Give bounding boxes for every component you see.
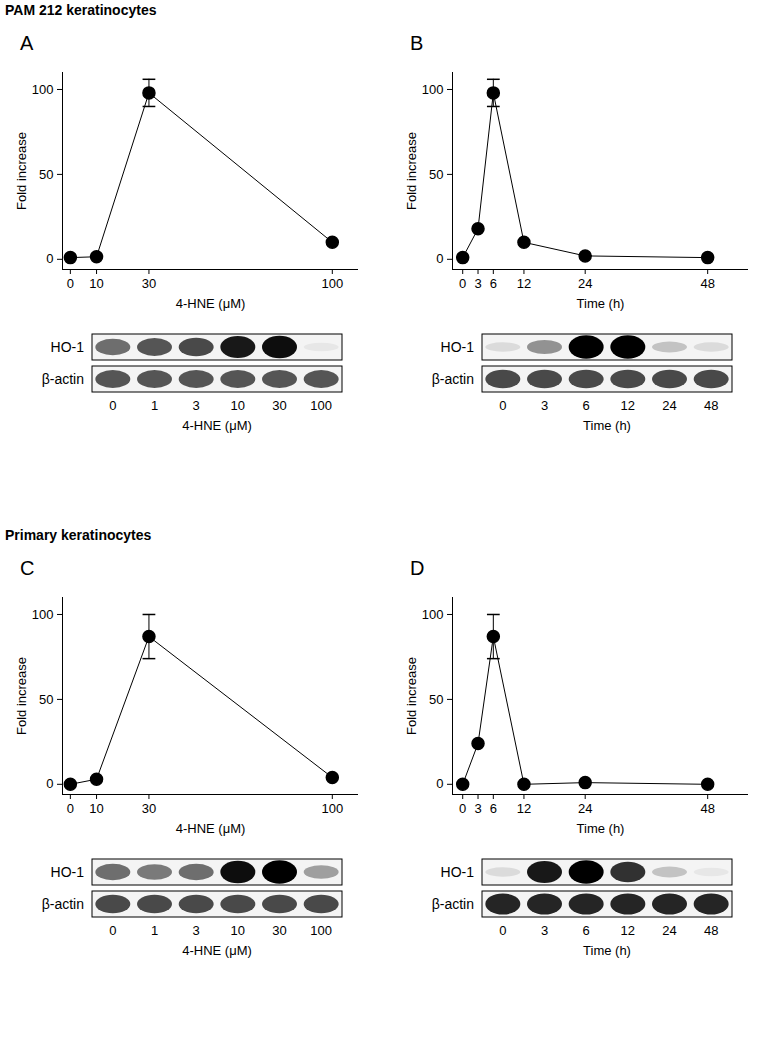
html-text:A: A [20,32,34,54]
svg-text:10: 10 [231,398,245,413]
svg-text:100: 100 [32,607,54,622]
svg-text:4-HNE (μM): 4-HNE (μM) [182,943,252,958]
svg-text:3: 3 [474,801,481,816]
html-text:D: D [410,557,425,579]
svg-text:0: 0 [436,776,443,791]
svg-text:30: 30 [272,923,286,938]
svg-text:4-HNE (μM): 4-HNE (μM) [182,418,252,433]
svg-text:0: 0 [436,251,443,266]
svg-text:12: 12 [517,276,531,291]
svg-text:3: 3 [193,923,200,938]
svg-text:100: 100 [321,801,343,816]
svg-text:HO-1: HO-1 [51,339,85,355]
html-text:PAM 212 keratinocytes: PAM 212 keratinocytes [5,2,157,18]
svg-text:10: 10 [89,801,103,816]
svg-text:3: 3 [474,276,481,291]
svg-text:1: 1 [151,923,158,938]
svg-text:24: 24 [662,923,676,938]
html-text:Primary keratinocytes: Primary keratinocytes [5,527,152,543]
svg-text:4-HNE (μM): 4-HNE (μM) [176,821,246,836]
svg-text:Fold increase: Fold increase [404,657,419,735]
svg-text:Fold increase: Fold increase [14,657,29,735]
svg-text:100: 100 [422,82,444,97]
svg-text:β-actin: β-actin [432,371,474,387]
svg-text:100: 100 [321,276,343,291]
svg-text:0: 0 [459,276,466,291]
svg-text:100: 100 [310,923,332,938]
svg-text:30: 30 [142,276,156,291]
svg-text:Time (h): Time (h) [583,943,631,958]
html-text:C: C [20,557,35,579]
svg-text:24: 24 [662,398,676,413]
svg-text:HO-1: HO-1 [441,864,475,880]
svg-text:12: 12 [517,801,531,816]
svg-text:Fold increase: Fold increase [14,132,29,210]
svg-text:3: 3 [541,923,548,938]
svg-text:0: 0 [46,776,53,791]
svg-text:0: 0 [109,398,116,413]
svg-text:0: 0 [109,923,116,938]
svg-text:10: 10 [89,276,103,291]
svg-text:0: 0 [499,398,506,413]
svg-text:HO-1: HO-1 [51,864,85,880]
svg-text:50: 50 [39,692,53,707]
svg-text:HO-1: HO-1 [441,339,475,355]
svg-text:100: 100 [32,82,54,97]
svg-text:50: 50 [39,167,53,182]
svg-text:24: 24 [578,276,592,291]
svg-text:48: 48 [704,923,718,938]
svg-text:Time (h): Time (h) [583,418,631,433]
svg-text:6: 6 [490,801,497,816]
svg-text:10: 10 [231,923,245,938]
svg-text:1: 1 [151,398,158,413]
html-text:B: B [410,32,424,54]
svg-text:0: 0 [459,801,466,816]
svg-text:24: 24 [578,801,592,816]
svg-text:30: 30 [142,801,156,816]
svg-text:6: 6 [490,276,497,291]
svg-text:3: 3 [193,398,200,413]
svg-text:100: 100 [422,607,444,622]
svg-text:β-actin: β-actin [432,896,474,912]
svg-text:β-actin: β-actin [42,371,84,387]
svg-text:12: 12 [621,923,635,938]
svg-text:48: 48 [704,398,718,413]
svg-text:6: 6 [583,398,590,413]
svg-text:4-HNE (μM): 4-HNE (μM) [176,296,246,311]
svg-text:48: 48 [700,801,714,816]
svg-text:β-actin: β-actin [42,896,84,912]
svg-text:0: 0 [67,276,74,291]
svg-text:30: 30 [272,398,286,413]
svg-text:Fold increase: Fold increase [404,132,419,210]
svg-text:100: 100 [310,398,332,413]
svg-text:3: 3 [541,398,548,413]
svg-text:0: 0 [499,923,506,938]
svg-text:0: 0 [46,251,53,266]
svg-text:0: 0 [67,801,74,816]
svg-text:12: 12 [621,398,635,413]
svg-text:50: 50 [429,167,443,182]
svg-text:Time (h): Time (h) [577,296,625,311]
svg-text:50: 50 [429,692,443,707]
svg-text:48: 48 [700,276,714,291]
svg-text:6: 6 [583,923,590,938]
svg-text:Time (h): Time (h) [577,821,625,836]
